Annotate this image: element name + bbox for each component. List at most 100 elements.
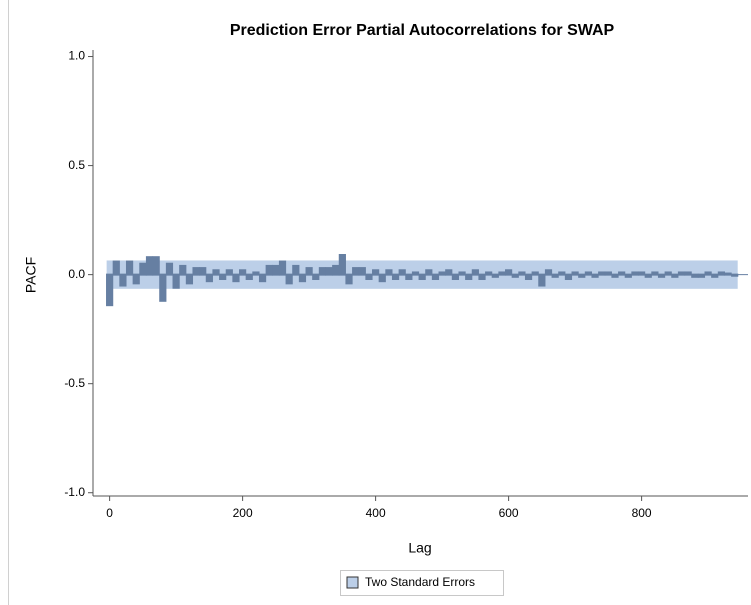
needle-bar [272,264,280,276]
needle-bar [471,269,479,276]
needle-bar [358,267,366,276]
needle-bar [604,271,612,276]
needle-bar [538,273,546,287]
needle-bar [325,267,333,276]
needle-bar [112,260,120,276]
needle-bar [278,260,287,276]
needle-bar [724,272,732,276]
y-tick-label: -0.5 [64,376,85,390]
x-tick-label: 400 [366,506,386,520]
needle-bar [159,273,167,302]
needle-bar [485,271,493,276]
x-tick-label: 200 [233,506,253,520]
needle-bar [717,271,726,276]
needle-bar [245,273,253,280]
needle-bar [411,271,420,276]
needle-bar [697,273,706,278]
needle-bar [345,273,353,285]
x-axis-label: Lag [408,540,431,556]
needle-bar [465,273,473,280]
needle-bar [644,273,652,278]
y-tick-label: 1.0 [68,49,85,63]
needle-bar [478,273,486,280]
needle-bar [638,271,646,276]
needle-bar [558,271,566,276]
needle-bar [378,273,386,283]
y-axis-label: PACF [23,257,39,293]
needle-bar [318,267,327,276]
needle-bar [677,271,686,276]
needle-bar [239,269,247,276]
needle-bar [179,264,187,276]
needle-bar [352,267,360,276]
needle-bar [445,269,453,276]
needle-bar [691,273,699,278]
needle-bar [292,264,300,276]
needle-bar [199,267,207,276]
needle-bar [431,273,440,280]
needle-bar [518,271,526,276]
needle-bar [385,269,393,276]
needle-bar [584,271,593,276]
needle-bar [152,256,160,276]
needle-bar [192,267,200,276]
needle-bar [451,273,460,280]
needle-bar [458,271,466,276]
needle-bar [119,273,127,287]
needle-bar [219,273,227,280]
needle-bar [704,271,712,276]
needle-bar [657,273,666,278]
chart-title: Prediction Error Partial Autocorrelation… [230,22,615,39]
needle-bar [711,273,719,278]
needle-bar [398,269,406,276]
needle-bar [132,273,140,285]
y-tick-label: -1.0 [64,485,85,499]
needle-bar [731,273,739,277]
needle-bar [425,269,433,276]
needle-bar [265,264,273,276]
needle-bar [684,271,692,276]
needle-bar [185,273,194,285]
needle-bar [571,271,579,276]
needle-bar [524,273,533,280]
needle-bar [511,273,519,278]
needle-bar [285,273,293,285]
needle-bar [505,269,513,276]
needle-bar [312,273,320,280]
needle-bar [205,273,213,283]
y-tick-label: 0.0 [68,267,85,281]
needle-bar [551,273,559,278]
legend [340,570,504,596]
needle-bar [591,273,599,278]
x-tick-label: 600 [499,506,519,520]
legend-label: Two Standard Errors [365,575,475,589]
needle-bar [418,273,426,280]
needle-bar [564,273,573,280]
needle-bar [618,271,626,276]
needle-bar [651,271,659,276]
needle-bar [372,269,380,276]
needle-bar [212,269,220,276]
needle-bar [139,262,147,276]
needle-bar [671,273,679,278]
needle-bar [405,273,413,280]
needle-bar [624,273,632,278]
needle-bar [598,271,606,276]
needle-bar [391,273,400,280]
needle-bar [631,271,639,276]
needle-bar [544,269,553,276]
x-tick-label: 800 [632,506,652,520]
needle-bar [165,262,174,276]
needle-bar [611,273,619,278]
x-tick-label: 0 [106,506,113,520]
needle-bar [531,271,539,276]
needle-bar [578,273,586,278]
y-tick-label: 0.5 [68,158,85,172]
needle-bar [305,267,313,276]
needle-bar [438,271,446,276]
needle-bar [332,264,340,276]
needle-bar [298,273,307,283]
needle-bar [498,271,506,276]
needle-bar [664,271,672,276]
